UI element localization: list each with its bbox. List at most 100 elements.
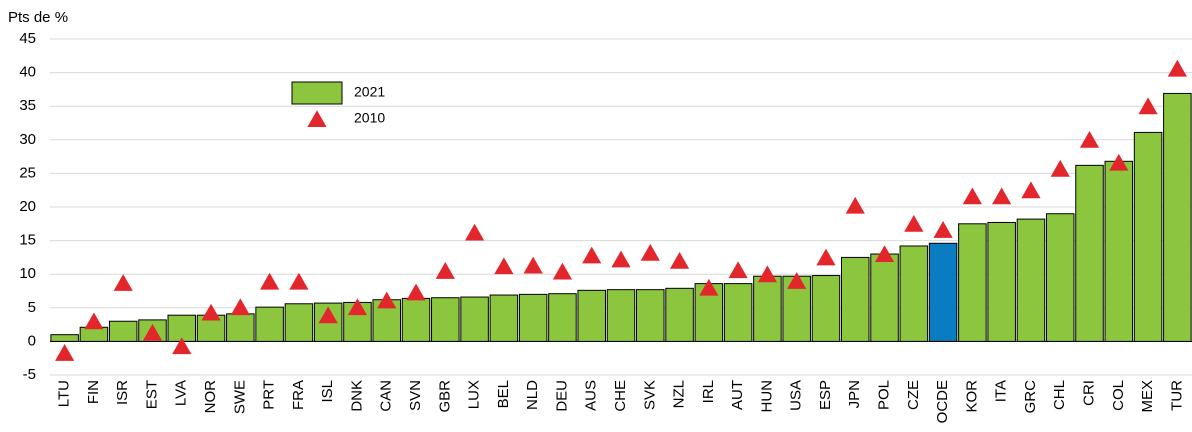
y-axis-label: Pts de % <box>8 9 68 26</box>
bar <box>606 289 636 342</box>
bar <box>1016 218 1046 342</box>
x-tick-label: ESP <box>817 380 834 410</box>
x-tick-label: ISR <box>114 380 131 405</box>
triangle-marker <box>347 298 368 316</box>
x-tick-label: NZL <box>671 380 688 408</box>
triangle-marker <box>435 262 455 279</box>
triangle-marker <box>289 272 309 290</box>
triangle-marker <box>845 196 865 214</box>
x-tick-label: LTU <box>56 380 73 407</box>
y-tick-label: 5 <box>28 299 36 316</box>
triangle-marker <box>816 248 836 266</box>
bar <box>226 313 255 342</box>
bar <box>108 320 138 342</box>
triangle-marker <box>230 298 250 316</box>
triangle-marker <box>142 323 163 341</box>
bar <box>255 306 284 342</box>
triangle-marker <box>318 306 338 324</box>
triangle-marker <box>904 215 924 232</box>
bar <box>870 253 899 342</box>
triangle-marker <box>494 257 514 275</box>
bar <box>489 294 519 342</box>
bar <box>1045 213 1075 342</box>
bar <box>1133 131 1163 342</box>
legend-label: 2021 <box>354 84 385 100</box>
triangle-marker <box>1079 131 1100 148</box>
triangle-marker <box>1167 59 1187 77</box>
x-tick-label: LVA <box>173 380 190 406</box>
bar <box>1163 92 1192 342</box>
triangle-marker <box>260 272 280 290</box>
x-tick-label: SWE <box>231 380 248 414</box>
triangle-marker <box>582 246 602 264</box>
bar <box>548 293 577 342</box>
x-tick-label: ITA <box>993 380 1010 402</box>
bar <box>460 296 489 342</box>
bar <box>899 245 929 342</box>
x-tick-label: FIN <box>85 380 102 404</box>
triangle-marker <box>377 291 397 309</box>
y-tick-label: 40 <box>19 64 36 81</box>
bar <box>431 297 460 342</box>
x-tick-label: CZE <box>905 380 922 410</box>
triangle-marker <box>757 265 778 283</box>
triangle-marker <box>523 256 543 274</box>
y-tick-label: 0 <box>28 332 36 349</box>
x-tick-label: NOR <box>202 380 219 414</box>
x-tick-label: PRT <box>261 380 278 410</box>
bar <box>958 223 987 342</box>
x-tick-label: IRL <box>700 380 717 403</box>
triangle-marker <box>669 251 690 269</box>
x-tick-label: GRC <box>1022 380 1039 414</box>
bar <box>811 275 841 342</box>
y-tick-label: 10 <box>19 265 36 282</box>
y-tick-label: 15 <box>19 232 36 249</box>
y-tick-label: 45 <box>19 30 36 47</box>
x-tick-label: OCDE <box>934 380 951 423</box>
bar <box>1075 164 1104 342</box>
triangle-marker <box>1050 159 1070 177</box>
x-tick-label: COL <box>1110 380 1127 411</box>
x-tick-label: GBR <box>436 380 453 413</box>
triangle-marker <box>1109 153 1129 171</box>
x-tick-label: CHE <box>612 380 629 412</box>
x-tick-label: SVK <box>641 380 658 410</box>
triangle-marker <box>874 245 895 263</box>
bar <box>79 326 109 342</box>
triangle-marker <box>787 272 807 289</box>
triangle-marker <box>113 274 133 291</box>
x-tick-label: BEL <box>495 380 512 408</box>
triangle-marker <box>1138 97 1158 115</box>
legend-label: 2010 <box>354 110 385 126</box>
x-tick-label: HUN <box>758 380 775 413</box>
triangle-marker <box>640 243 660 261</box>
x-tick-label: CAN <box>378 380 395 412</box>
bar <box>518 293 548 342</box>
x-tick-label: AUS <box>583 380 600 411</box>
y-tick-label: 30 <box>19 131 36 148</box>
x-tick-label: LUX <box>466 380 483 409</box>
y-tick-label: 20 <box>19 198 36 215</box>
triangle-marker <box>962 187 982 205</box>
x-tick-label: JPN <box>846 380 863 408</box>
y-tick-label: -5 <box>23 366 36 383</box>
x-tick-label: DNK <box>348 380 365 412</box>
bar <box>928 242 958 342</box>
x-tick-label: AUT <box>729 380 746 410</box>
y-tick-label: 35 <box>19 97 36 114</box>
triangle-marker <box>992 187 1012 205</box>
x-tick-label: KOR <box>963 380 980 413</box>
triangle-marker <box>699 278 719 296</box>
x-tick-label: DEU <box>553 380 570 412</box>
x-tick-label: EST <box>143 380 160 409</box>
bar <box>284 303 314 342</box>
x-tick-label: NLD <box>524 380 541 410</box>
x-tick-label: POL <box>876 380 893 410</box>
bar <box>723 283 753 342</box>
y-tick-label: 25 <box>19 164 36 181</box>
triangle-marker <box>464 223 485 241</box>
bar <box>636 289 665 342</box>
bar <box>1104 160 1134 342</box>
bar <box>401 297 431 342</box>
